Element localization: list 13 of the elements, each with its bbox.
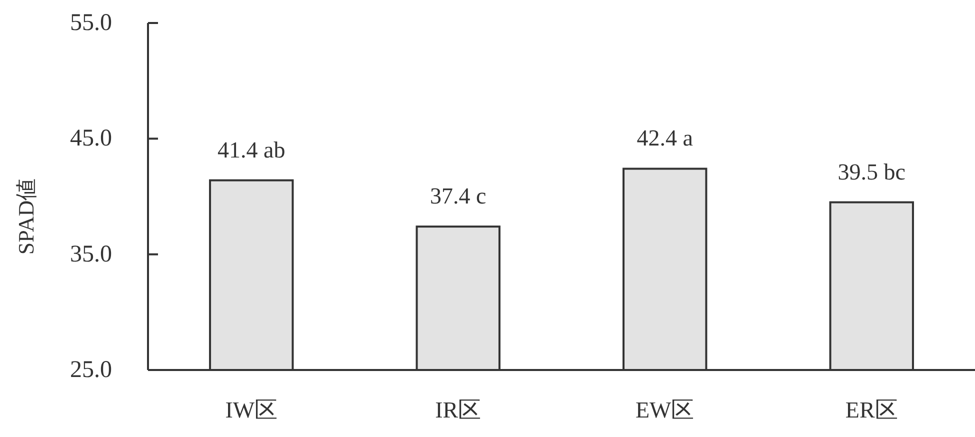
- y-tick-label: 25.0: [70, 357, 112, 383]
- y-axis-title: SPAD値: [14, 178, 38, 255]
- data-label: 41.4 ab: [218, 137, 286, 162]
- x-tick-label: IR区: [435, 398, 482, 422]
- x-tick-label: ER区: [845, 398, 898, 422]
- y-tick-label: 45.0: [70, 126, 112, 152]
- y-tick-label: 35.0: [70, 241, 112, 268]
- data-label: 42.4 a: [636, 126, 693, 151]
- data-label: 37.4 c: [430, 184, 486, 209]
- x-tick-label: EW区: [635, 398, 694, 422]
- x-tick-label: IW区: [225, 398, 278, 422]
- data-label: 39.5 bc: [838, 159, 906, 184]
- y-tick-label: 55.0: [70, 10, 112, 36]
